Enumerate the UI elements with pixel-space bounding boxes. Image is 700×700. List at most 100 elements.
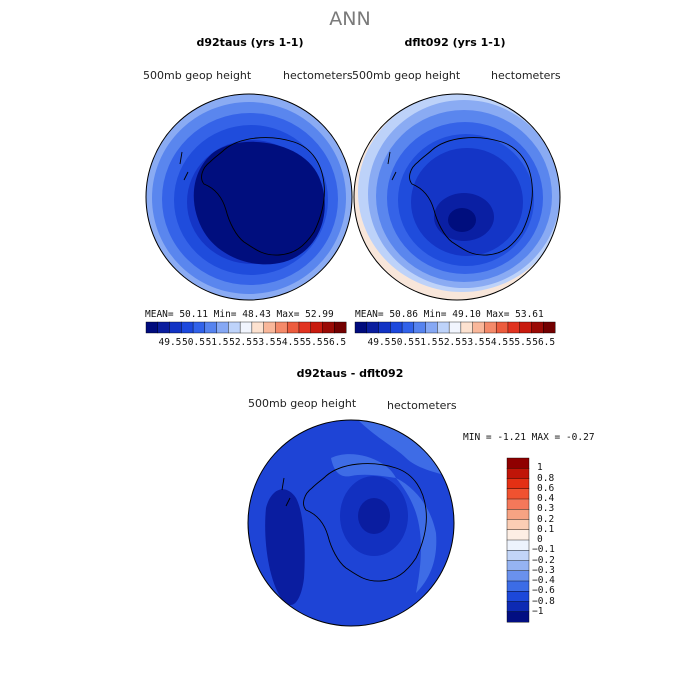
p3-deep-core — [358, 498, 390, 534]
colorbar-swatch — [204, 321, 217, 334]
colorbar-swatch — [263, 321, 276, 334]
colorbar-swatch — [506, 560, 530, 572]
colorbar-swatch — [354, 321, 368, 334]
colorbar-swatch — [334, 321, 347, 334]
colorbar-swatch — [543, 321, 556, 334]
colorbar-swatch — [506, 488, 530, 500]
colorbar-swatch — [298, 321, 312, 334]
panel-1-variable-label: 500mb geop height — [143, 69, 252, 82]
colorbar-tick-label: 53.5 — [252, 337, 276, 348]
panel-2-colorbar — [354, 321, 556, 334]
panel-2-polar-map — [353, 93, 561, 301]
panel-3-variable-label: 500mb geop height — [248, 397, 357, 410]
colorbar-swatch — [506, 498, 530, 510]
colorbar-tick-label: 0.8 — [537, 472, 555, 484]
colorbar-swatch — [506, 550, 530, 561]
colorbar-swatch — [145, 321, 159, 334]
colorbar-swatch — [390, 321, 403, 334]
p2-coastline — [387, 137, 533, 256]
colorbar-swatch — [495, 321, 509, 334]
colorbar-swatch — [506, 611, 530, 623]
colorbar-swatch — [275, 321, 288, 334]
panel-1-colorbar-ticks: 49.5 50.5 51.5 52.5 53.5 54.5 55.5 56.5 — [146, 337, 347, 351]
panel-1-title: d92taus (yrs 1-1) — [196, 36, 304, 49]
colorbar-swatch — [484, 321, 497, 334]
colorbar-swatch — [506, 478, 530, 490]
colorbar-swatch — [506, 570, 530, 582]
colorbar-swatch — [310, 321, 323, 334]
colorbar-swatch — [519, 321, 532, 334]
panel-1-colorbar — [145, 321, 347, 334]
colorbar-tick-label: 54.5 — [276, 337, 300, 348]
colorbar-swatch — [506, 591, 530, 602]
p3-coastline — [281, 463, 427, 582]
panel-1-polar-map — [145, 93, 353, 301]
colorbar-tick-label: 55.5 — [508, 337, 532, 348]
colorbar-tick-label: 53.5 — [461, 337, 485, 348]
colorbar-tick-label: −0.8 — [532, 595, 555, 607]
colorbar-swatch — [286, 321, 300, 334]
p1-core — [193, 141, 325, 265]
colorbar-swatch — [506, 601, 530, 613]
colorbar-tick-label: 1 — [537, 462, 543, 474]
colorbar-tick-label: −0.2 — [532, 554, 555, 566]
colorbar-swatch — [228, 321, 241, 334]
colorbar-swatch — [413, 321, 426, 334]
p3-deep-west — [265, 489, 305, 606]
colorbar-swatch — [506, 529, 530, 541]
colorbar-swatch — [507, 321, 521, 334]
colorbar-swatch — [472, 321, 485, 334]
colorbar-tick-label: −0.3 — [532, 564, 555, 576]
panel-2-units-label: hectometers — [491, 69, 561, 82]
colorbar-swatch — [401, 321, 415, 334]
p2-core — [448, 208, 476, 232]
colorbar-swatch — [460, 321, 474, 334]
colorbar-swatch — [366, 321, 379, 334]
panel-3-stats: MIN = -1.21 MAX = -0.27 — [463, 432, 595, 443]
colorbar-swatch — [192, 321, 206, 334]
p1-coastline — [179, 137, 325, 256]
colorbar-swatch — [322, 321, 335, 334]
panel-3-colorbar — [506, 457, 530, 623]
colorbar-tick-label: 54.5 — [485, 337, 509, 348]
colorbar-swatch — [216, 321, 229, 334]
colorbar-swatch — [506, 580, 530, 592]
colorbar-swatch — [251, 321, 265, 334]
colorbar-swatch — [506, 457, 530, 469]
colorbar-swatch — [239, 321, 253, 334]
colorbar-tick-label: 0.3 — [537, 503, 555, 515]
colorbar-swatch — [531, 321, 544, 334]
p3-light-lobe-mid — [331, 454, 396, 478]
colorbar-tick-label: 0.6 — [537, 482, 555, 494]
panel-3-colorbar-ticks: 1 0.8 0.6 0.4 0.3 0.2 0.1 0 −0.1 −0.2 −0.3 −0.4 −0.6… — [532, 458, 587, 628]
colorbar-swatch — [506, 519, 530, 531]
colorbar-tick-label: 52.5 — [229, 337, 252, 348]
colorbar-tick-label: 49.5 — [367, 337, 391, 348]
panel-2-stats: MEAN= 50.86 Min= 49.10 Max= 53.61 — [355, 309, 544, 320]
colorbar-tick-label: 56.5 — [323, 337, 347, 348]
colorbar-tick-label: 56.5 — [532, 337, 556, 348]
panel-3-units-label: hectometers — [387, 399, 457, 412]
colorbar-swatch — [378, 321, 391, 334]
colorbar-tick-label: 0.1 — [537, 523, 555, 535]
colorbar-tick-label: −0.1 — [532, 544, 555, 556]
panel-3-title: d92taus - dflt092 — [296, 367, 404, 380]
colorbar-tick-label: −1 — [532, 605, 544, 617]
panel-2-colorbar-ticks: 49.5 50.5 51.5 52.5 53.5 54.5 55.5 56.5 — [355, 337, 556, 351]
colorbar-tick-label: 52.5 — [438, 337, 461, 348]
colorbar-swatch — [506, 468, 530, 479]
colorbar-tick-label: 50.5 — [391, 337, 414, 348]
panel-1-units-label: hectometers — [283, 69, 353, 82]
colorbar-tick-label: −0.6 — [532, 585, 555, 597]
colorbar-swatch — [181, 321, 194, 334]
colorbar-swatch — [506, 509, 530, 520]
colorbar-tick-label: −0.4 — [532, 575, 555, 586]
colorbar-swatch — [448, 321, 462, 334]
colorbar-tick-label: 49.5 — [158, 337, 182, 348]
colorbar-tick-label: 50.5 — [182, 337, 205, 348]
figure-title: ANN — [329, 8, 371, 30]
colorbar-swatch — [157, 321, 170, 334]
panel-3-polar-map — [247, 419, 455, 627]
colorbar-tick-label: 51.5 — [414, 337, 438, 348]
colorbar-swatch — [169, 321, 182, 334]
